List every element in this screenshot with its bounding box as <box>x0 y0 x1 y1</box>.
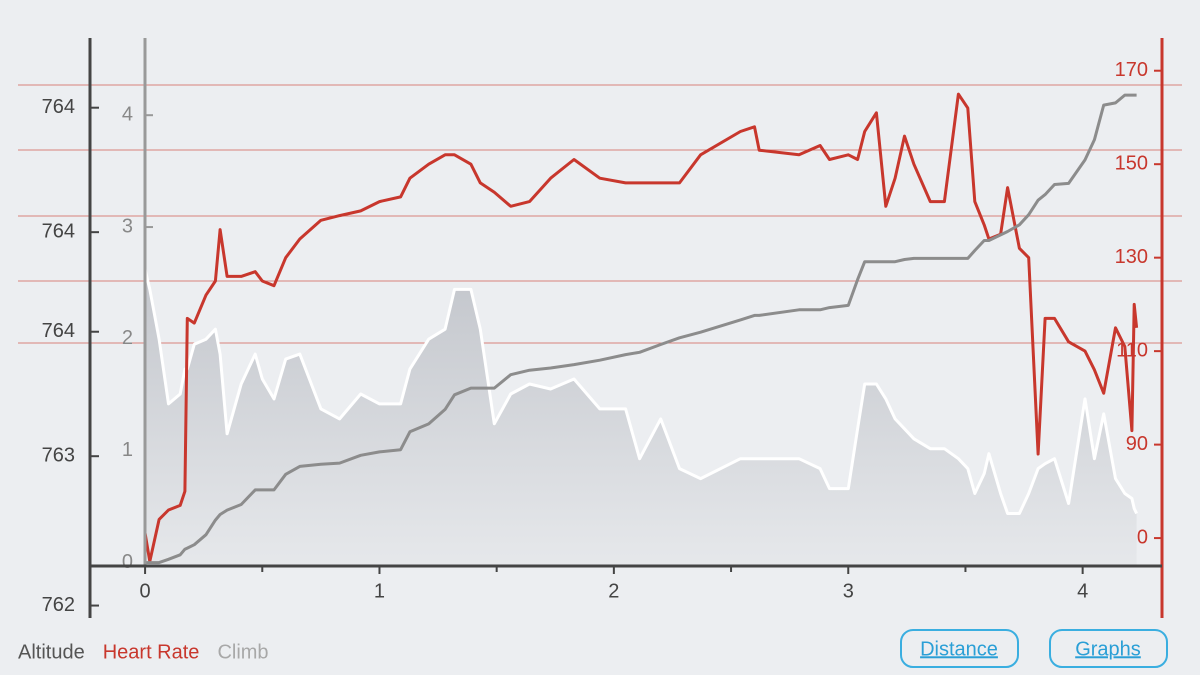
x-tick-label: 0 <box>140 580 151 602</box>
series-line <box>145 93 1137 565</box>
altitude-area <box>145 269 1137 566</box>
altitude-tick-label: 764 <box>42 96 75 118</box>
climb-tick-label: 1 <box>122 439 133 461</box>
climb-tick-label: 3 <box>122 215 133 237</box>
x-tick-label: 3 <box>843 580 854 602</box>
graphs-button[interactable]: Graphs <box>1049 629 1168 668</box>
series-line <box>143 92 1139 563</box>
button-frame <box>1049 629 1168 668</box>
legend-entry: Climb <box>217 641 268 663</box>
background-lines <box>18 84 1182 344</box>
x-tick-label: 1 <box>374 580 385 602</box>
altitude-tick-label: 764 <box>42 320 75 342</box>
altitude-tick-label: 764 <box>42 220 75 242</box>
button-frame <box>900 629 1019 668</box>
heart-rate-tick-label: 90 <box>1126 433 1148 455</box>
x-tick-label: 4 <box>1077 580 1088 602</box>
heart-rate-tick-label: 130 <box>1115 246 1148 268</box>
altitude-tick-label: 762 <box>42 594 75 616</box>
x-tick-label: 2 <box>608 580 619 602</box>
climb-tick-label: 2 <box>122 327 133 349</box>
altitude-tick-label: 763 <box>42 444 75 466</box>
series-line <box>143 269 1138 515</box>
climb-tick-label: 0 <box>122 551 133 573</box>
plot: 0 1 2 3 476276376476476470901101301501700123… <box>42 59 1162 616</box>
legend-entry: Altitude <box>18 641 85 663</box>
legend: Altitude Heart Rate Climb <box>18 641 269 663</box>
heart-rate-tick-label: 170 <box>1115 59 1148 81</box>
button-label[interactable]: Distance <box>920 638 998 660</box>
heart-rate-tick-label: 150 <box>1115 152 1148 174</box>
legend-entry: Heart Rate <box>103 641 200 663</box>
distance-button[interactable]: Distance <box>900 629 1019 668</box>
button-label[interactable]: Graphs <box>1075 638 1141 660</box>
climb-tick-label: 4 <box>122 103 133 125</box>
